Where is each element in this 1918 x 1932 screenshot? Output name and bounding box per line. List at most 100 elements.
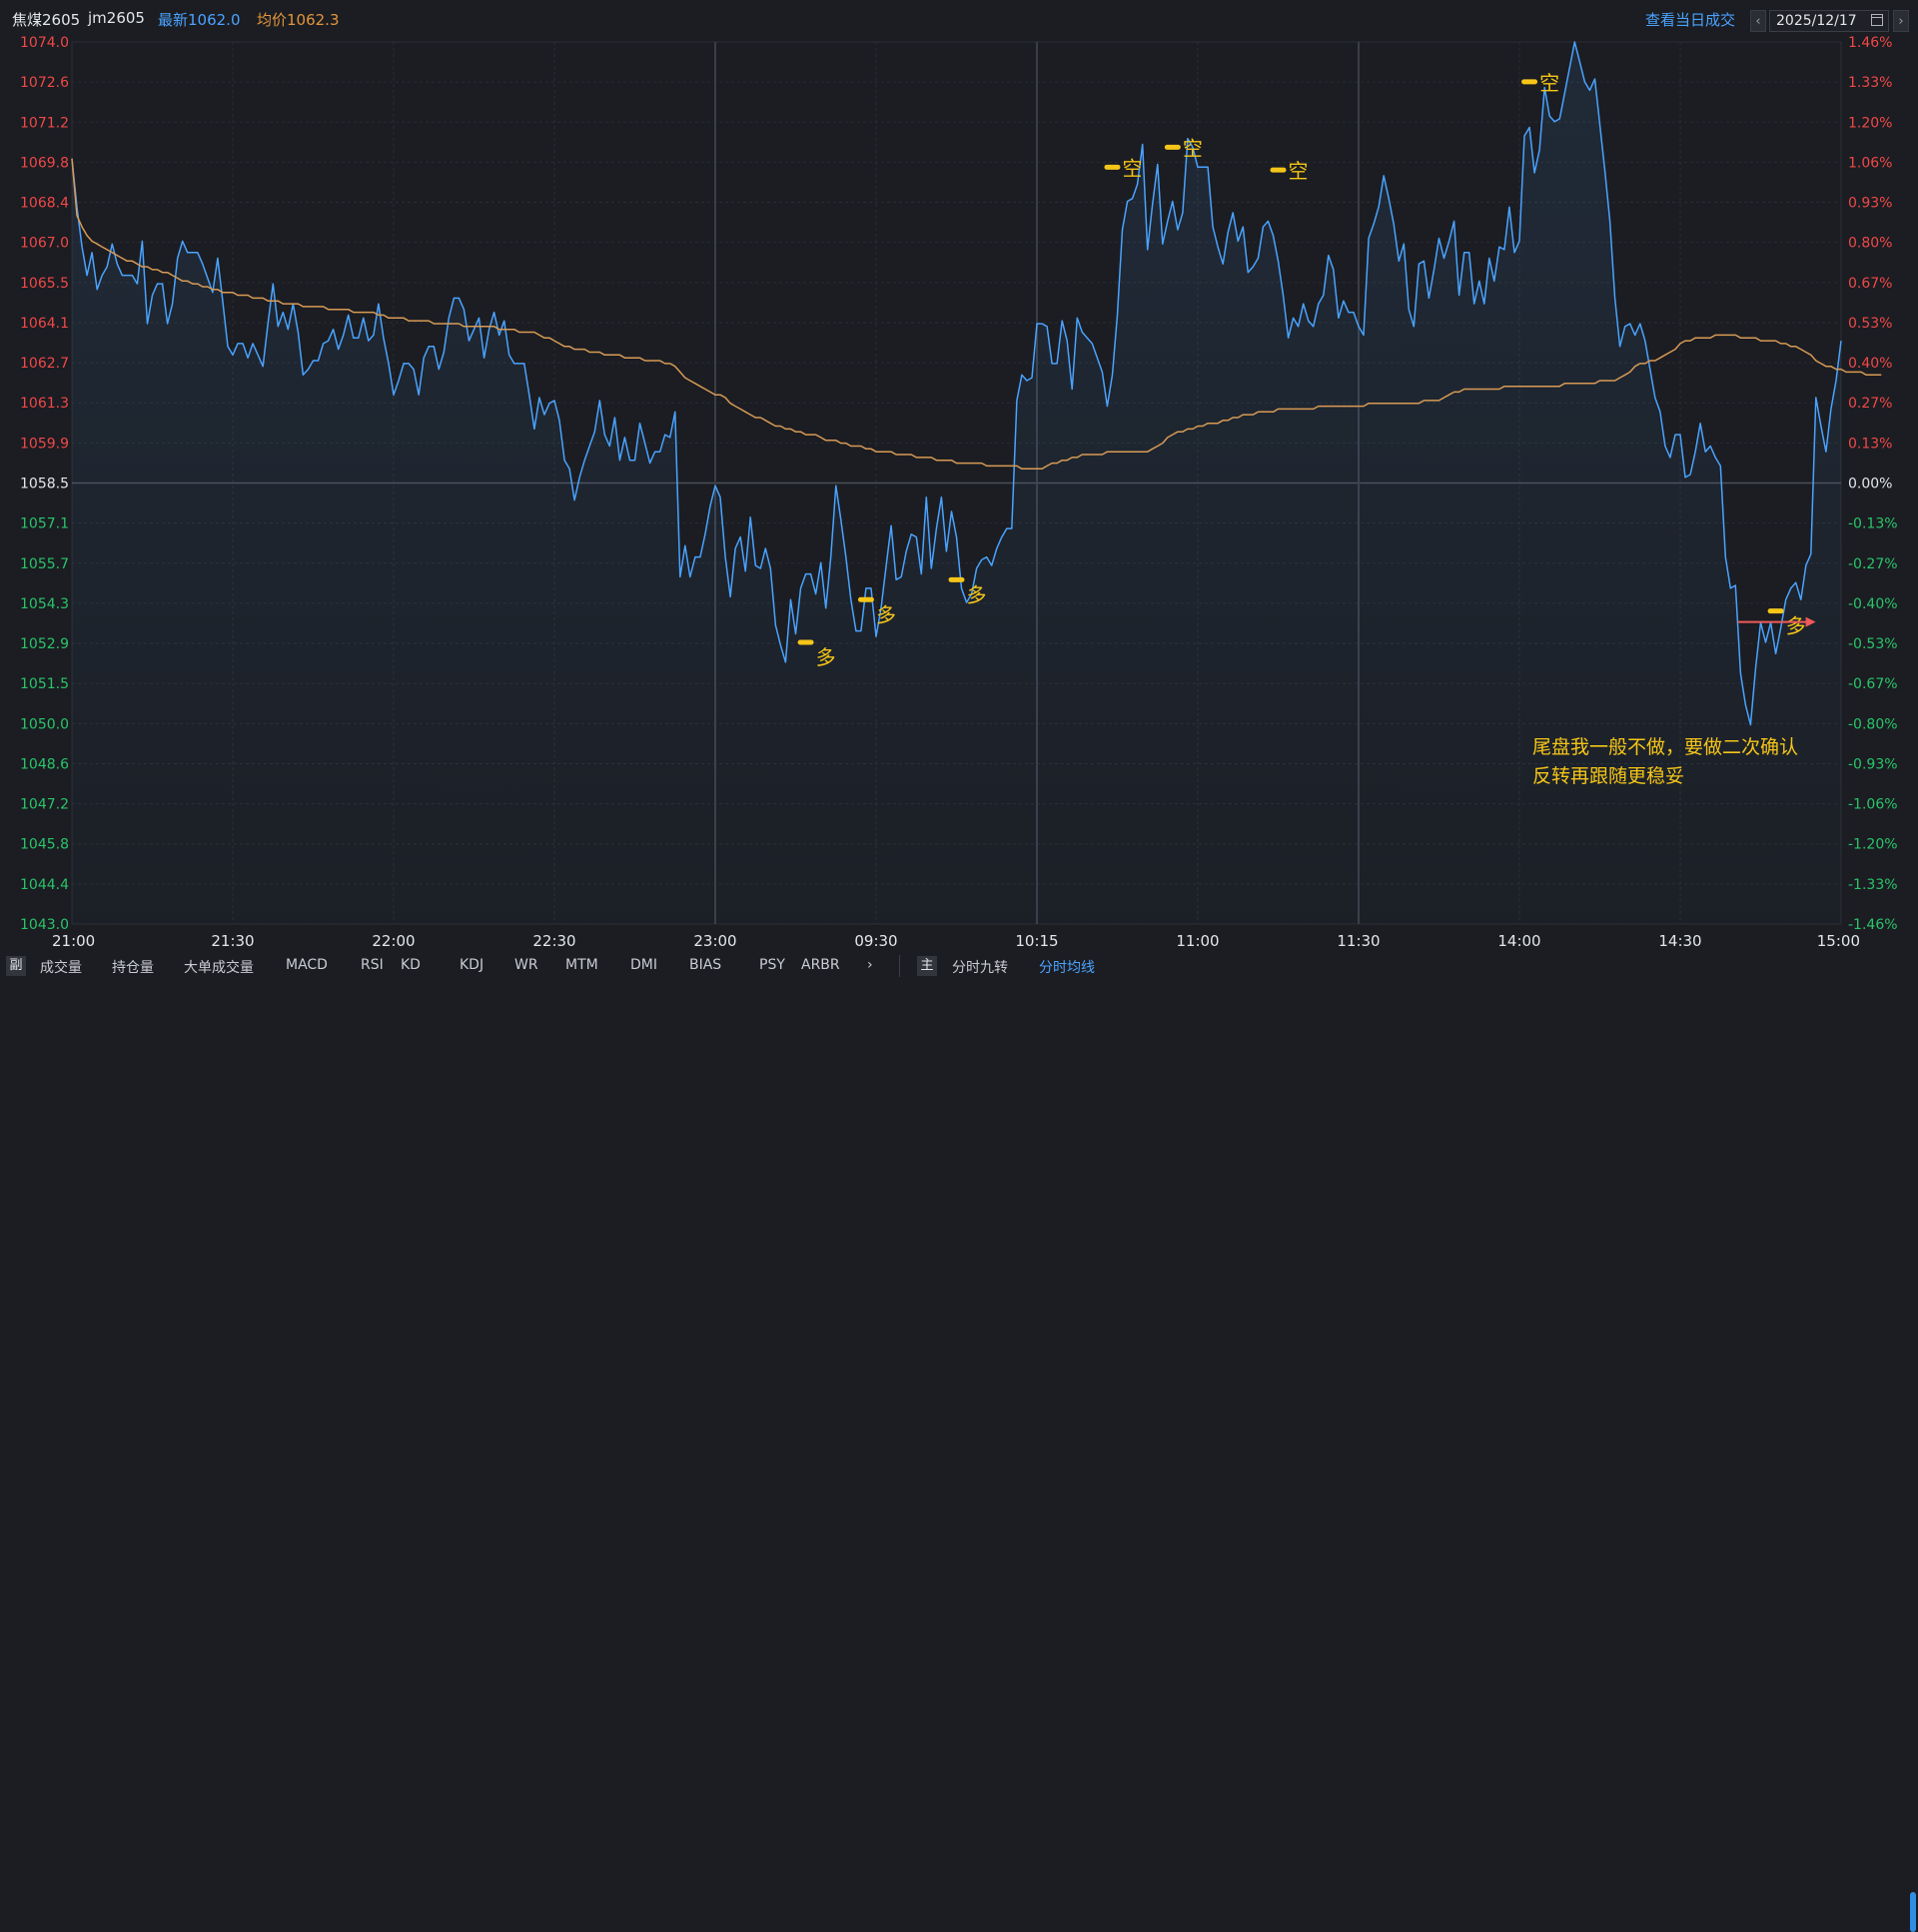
x-tick-label: 15:00 (1817, 932, 1860, 950)
y-tick-label: 1074.0 (20, 35, 69, 51)
y-tick-label: 1065.5 (20, 276, 69, 292)
indicator-tab-dmi[interactable]: DMI (630, 957, 657, 973)
y-tick-label: 1059.9 (20, 436, 69, 452)
y-pct-tick-label: 0.00% (1848, 477, 1892, 492)
indicator-tab-持仓量[interactable]: 持仓量 (112, 960, 154, 976)
y-pct-tick-label: 1.33% (1848, 75, 1892, 91)
indicator-tab-psy[interactable]: PSY (759, 957, 785, 973)
date-picker[interactable]: 2025/12/17 (1769, 10, 1889, 32)
previous-date-button[interactable]: ‹ (1750, 10, 1766, 32)
y-tick-label: 1044.4 (20, 877, 69, 893)
y-pct-tick-label: -0.53% (1848, 636, 1898, 652)
y-tick-label: 1071.2 (20, 115, 69, 131)
indicator-tab-wr[interactable]: WR (514, 957, 538, 973)
calendar-icon[interactable] (1871, 14, 1883, 26)
y-tick-label: 1058.5 (20, 477, 69, 492)
x-tick-label: 10:15 (1015, 932, 1058, 950)
y-tick-label: 1047.2 (20, 797, 69, 813)
trade-signal: 多 (857, 596, 896, 626)
indicator-tab-mtm[interactable]: MTM (565, 957, 598, 973)
trade-signal: 多 (948, 576, 987, 606)
tab-divider (899, 955, 900, 977)
signal-marker (1270, 167, 1287, 173)
indicator-tab-成交量[interactable]: 成交量 (40, 960, 82, 976)
y-tick-label: 1055.7 (20, 556, 69, 572)
y-tick-label: 1051.5 (20, 676, 69, 692)
y-pct-tick-label: 0.53% (1848, 316, 1892, 332)
y-pct-tick-label: -0.93% (1848, 756, 1898, 772)
y-tick-label: 1050.0 (20, 716, 69, 732)
series-lines (71, 41, 1882, 726)
signal-label: 空 (1183, 136, 1203, 160)
x-tick-label: 11:00 (1176, 932, 1219, 950)
y-pct-tick-label: -1.46% (1848, 917, 1898, 933)
signal-marker (797, 639, 814, 645)
y-pct-tick-label: -0.13% (1848, 516, 1898, 532)
main-indicator-tab[interactable]: 分时九转 (952, 960, 1008, 976)
y-pct-tick-label: -0.80% (1848, 716, 1898, 732)
y-pct-tick-label: 1.46% (1848, 35, 1892, 51)
y-tick-label: 1064.1 (20, 316, 69, 332)
annotation-line: 尾盘我一般不做，要做二次确认 (1532, 736, 1798, 758)
signal-label: 空 (1122, 156, 1142, 180)
signal-label: 多 (967, 582, 987, 606)
x-tick-label: 21:30 (211, 932, 254, 950)
x-tick-label: 11:30 (1337, 932, 1380, 950)
indicator-tab-大单成交量[interactable]: 大单成交量 (184, 960, 254, 976)
y-tick-label: 1067.0 (20, 236, 69, 252)
y-pct-tick-label: -0.40% (1848, 596, 1898, 612)
trade-signal: 空 (1521, 71, 1559, 95)
symbol-code: jm2605 (88, 9, 145, 27)
signal-marker (1767, 608, 1784, 614)
main-indicator-tab[interactable]: 分时均线 (1039, 960, 1095, 976)
y-tick-label: 1054.3 (20, 596, 69, 612)
y-pct-tick-label: 0.13% (1848, 436, 1892, 452)
y-tick-label: 1069.8 (20, 155, 69, 171)
x-tick-label: 09:30 (854, 932, 897, 950)
y-pct-tick-label: -0.67% (1848, 676, 1898, 692)
y-tick-label: 1048.6 (20, 756, 69, 772)
indicator-tab-macd[interactable]: MACD (286, 957, 328, 973)
signal-label: 空 (1289, 159, 1309, 183)
signal-marker (857, 596, 874, 602)
indicator-tab-kdj[interactable]: KDJ (460, 957, 484, 973)
signal-marker (948, 576, 965, 582)
trade-signal: 空 (1270, 159, 1309, 183)
indicator-tab-rsi[interactable]: RSI (361, 957, 384, 973)
annotation-line: 反转再跟随更稳妥 (1532, 765, 1684, 787)
indicator-tab-arbr[interactable]: ARBR (801, 957, 840, 973)
average-price-readout: 均价1062.3 (257, 11, 340, 29)
y-tick-label: 1068.4 (20, 196, 69, 212)
y-pct-tick-label: -1.06% (1848, 797, 1898, 813)
signal-marker (1164, 144, 1181, 150)
price-area (72, 42, 1841, 924)
y-tick-label: 1045.8 (20, 837, 69, 853)
chart-header-bar: 焦煤2605 jm2605 最新1062.0 均价1062.3 查看当日成交 ‹… (0, 0, 1918, 36)
signal-label: 空 (1539, 71, 1559, 95)
y-tick-label: 1052.9 (20, 636, 69, 652)
y-pct-tick-label: 0.67% (1848, 276, 1892, 292)
view-today-trades-link[interactable]: 查看当日成交 (1645, 11, 1736, 29)
signal-label: 多 (816, 645, 836, 669)
y-tick-label: 1057.1 (20, 516, 69, 532)
price-line (71, 41, 1842, 726)
x-tick-label: 23:00 (693, 932, 736, 950)
last-price-readout: 最新1062.0 (158, 11, 241, 29)
signal-marker (1104, 164, 1121, 170)
symbol-name: 焦煤2605 (12, 11, 81, 29)
scrollbar-handle[interactable] (1910, 1892, 1916, 1932)
y-pct-tick-label: 0.80% (1848, 236, 1892, 252)
sub-chart-tag: 副 (6, 956, 26, 976)
more-tabs-button[interactable]: › (867, 957, 873, 973)
indicator-tab-kd[interactable]: KD (401, 957, 421, 973)
signal-label: 多 (876, 602, 896, 626)
y-pct-tick-label: 0.93% (1848, 196, 1892, 212)
next-date-button[interactable]: › (1893, 10, 1909, 32)
indicator-tab-bias[interactable]: BIAS (689, 957, 722, 973)
date-value: 2025/12/17 (1776, 13, 1857, 29)
y-tick-label: 1072.6 (20, 75, 69, 91)
trade-signal: 多 (1737, 608, 1816, 638)
axis-labels: 1074.0 1.46% 1072.6 1.33% 1071.2 1.20% 1069.8 1… (20, 35, 1898, 950)
intraday-chart: 1074.0 1.46% 1072.6 1.33% 1071.2 1.20% 1069.8 1… (20, 35, 1898, 950)
